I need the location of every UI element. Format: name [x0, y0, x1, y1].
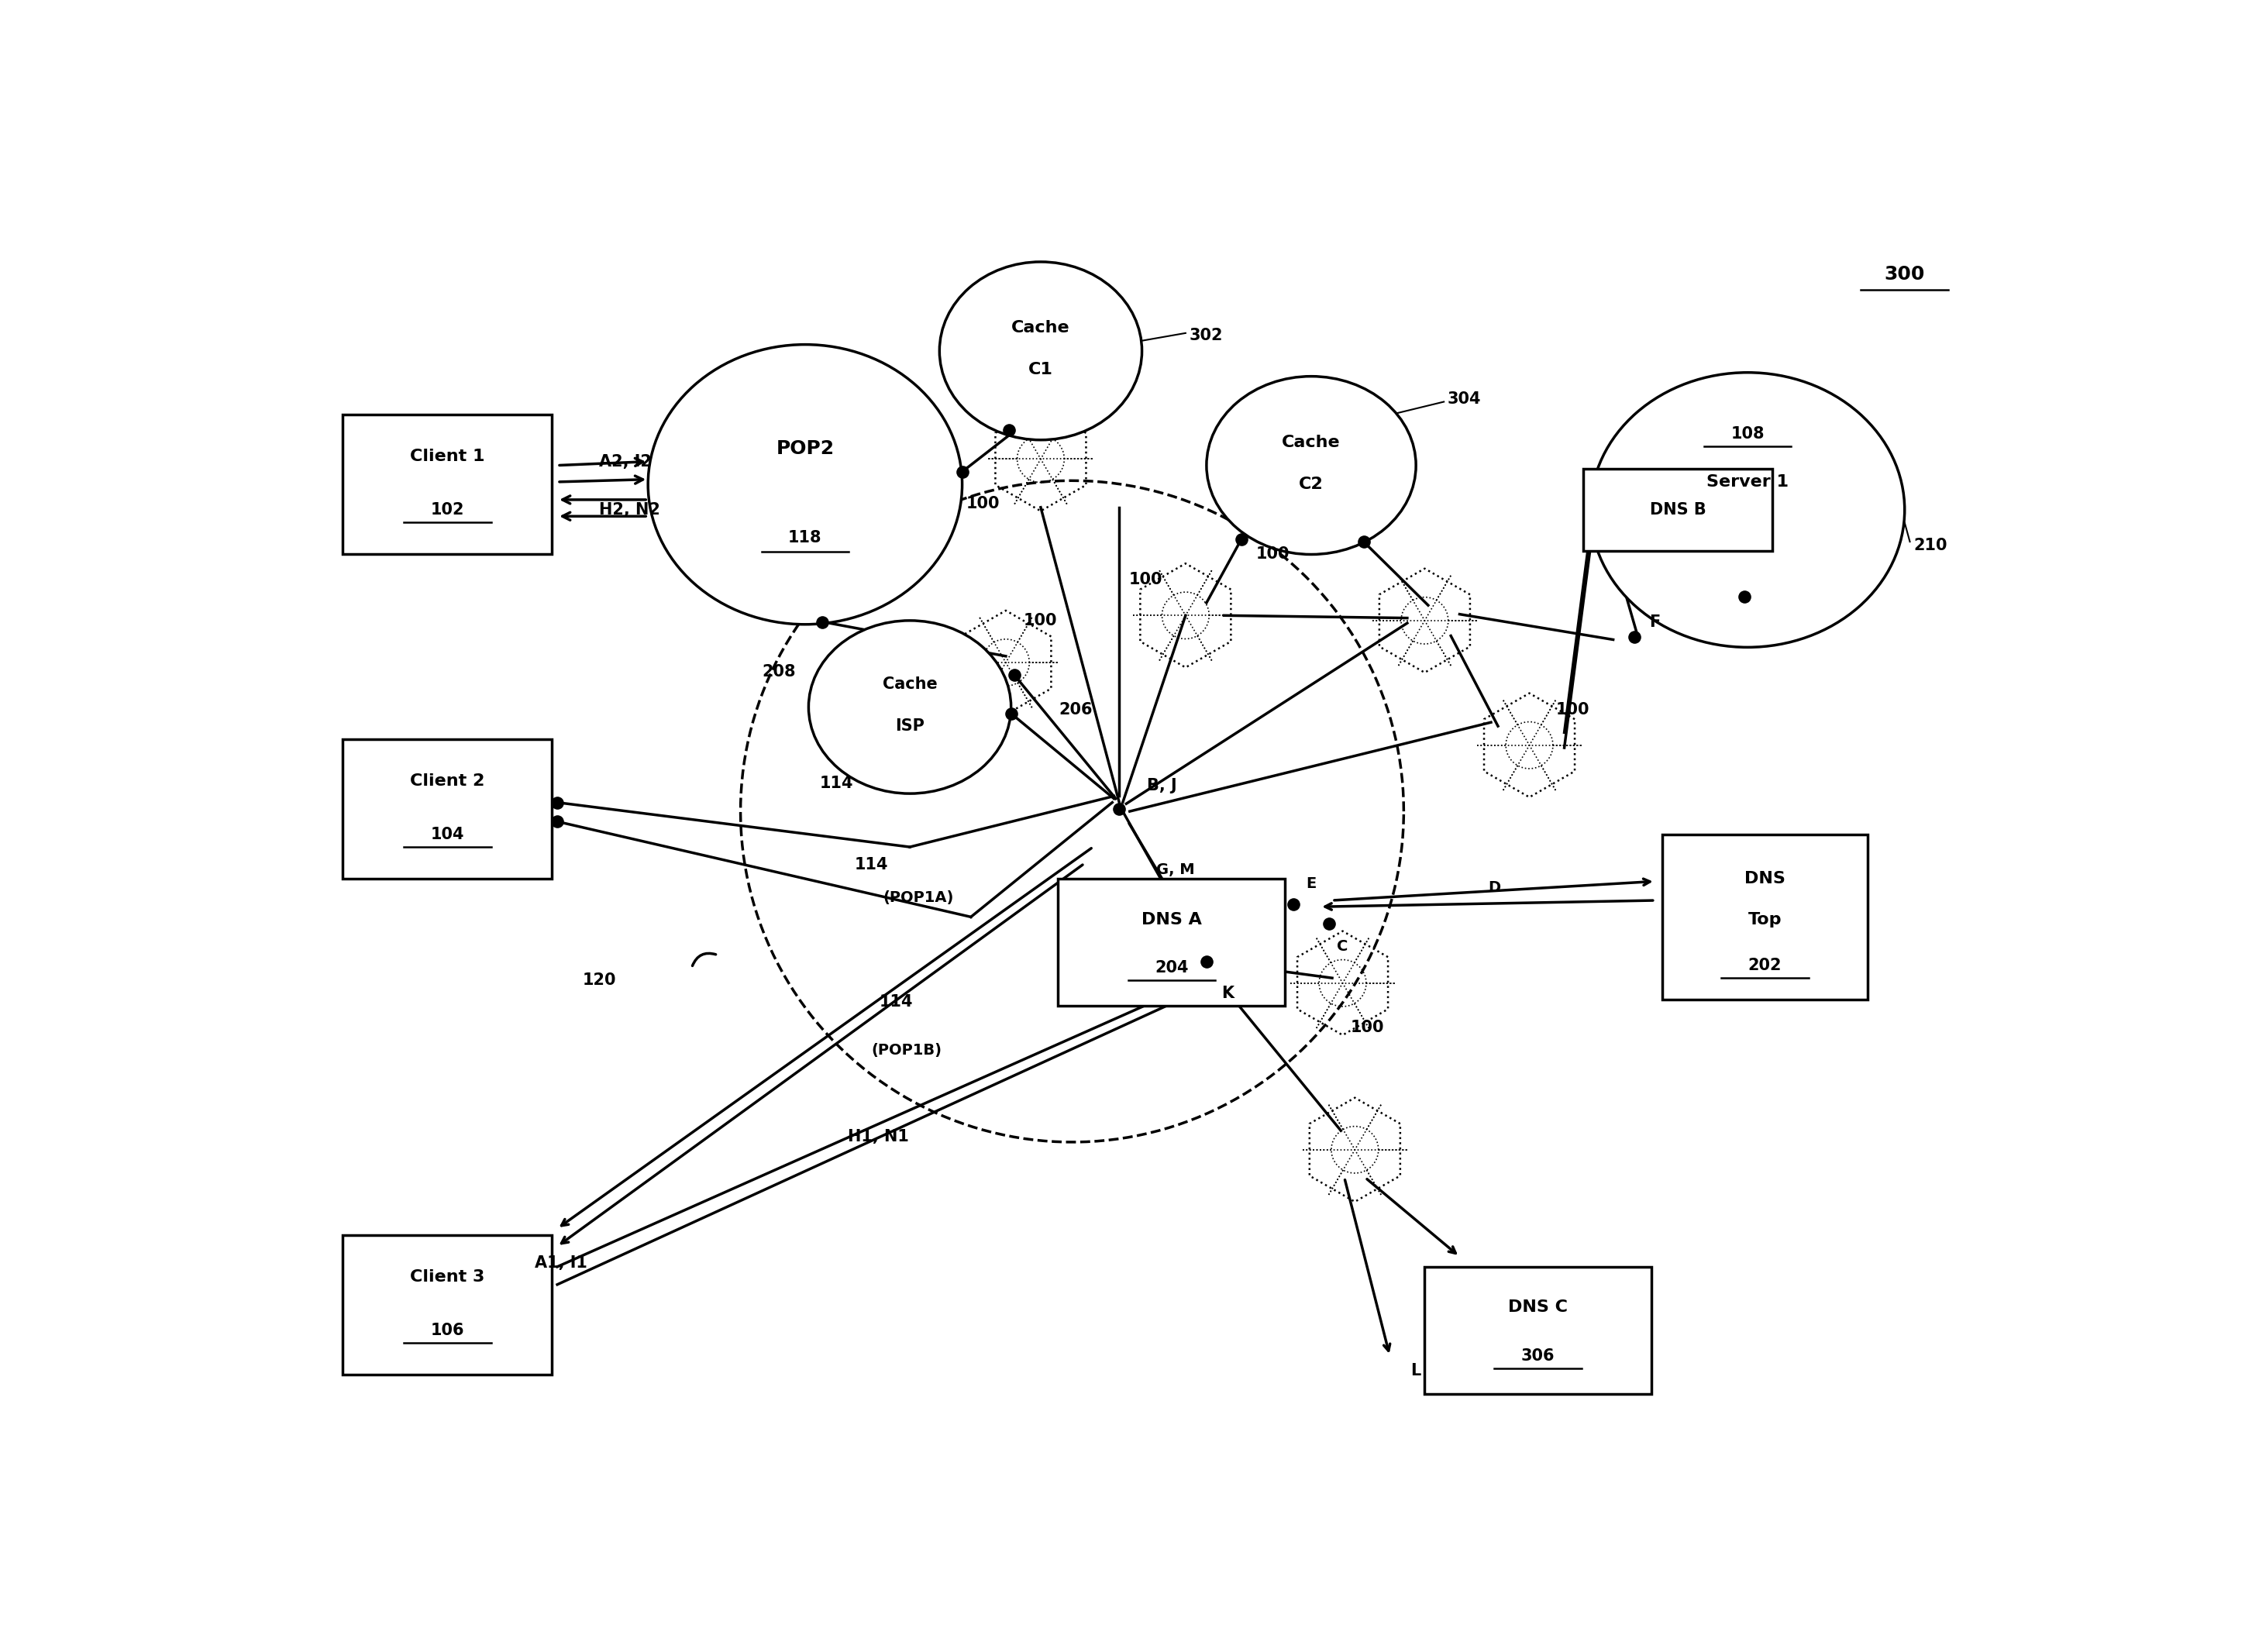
Text: H1, N1: H1, N1: [847, 1130, 910, 1145]
FancyBboxPatch shape: [1662, 834, 1867, 999]
Text: 208: 208: [761, 664, 795, 679]
Text: A1, I1: A1, I1: [534, 1256, 588, 1270]
Text: (POP1A): (POP1A): [883, 890, 955, 905]
Text: 100: 100: [1128, 572, 1162, 588]
Text: 120: 120: [583, 973, 617, 988]
Ellipse shape: [1207, 377, 1417, 555]
Text: K: K: [1221, 986, 1234, 1001]
Point: [1223, 525, 1259, 552]
Point: [538, 790, 574, 816]
Point: [1617, 624, 1653, 651]
Text: Server 1: Server 1: [1707, 474, 1788, 489]
FancyBboxPatch shape: [1583, 469, 1772, 552]
Text: DNS B: DNS B: [1648, 502, 1707, 517]
Text: 104: 104: [430, 826, 464, 843]
Text: 304: 304: [1448, 392, 1482, 406]
Text: 106: 106: [430, 1323, 464, 1338]
Ellipse shape: [939, 261, 1142, 439]
Text: C1: C1: [1029, 362, 1054, 378]
Ellipse shape: [808, 621, 1011, 793]
Text: 108: 108: [1732, 426, 1763, 441]
Point: [804, 608, 840, 634]
Point: [1725, 583, 1761, 610]
Text: 100: 100: [1556, 702, 1590, 717]
Text: 100: 100: [1351, 1019, 1385, 1036]
Point: [538, 808, 574, 834]
Point: [1311, 910, 1347, 937]
Text: Top: Top: [1748, 912, 1781, 927]
Text: 100: 100: [1257, 547, 1290, 562]
Text: DNS C: DNS C: [1509, 1300, 1567, 1315]
Text: D: D: [1489, 881, 1500, 895]
Point: [1275, 890, 1311, 917]
Point: [944, 459, 980, 486]
FancyBboxPatch shape: [342, 1236, 552, 1374]
Text: 302: 302: [1189, 327, 1223, 344]
Ellipse shape: [1590, 372, 1905, 648]
Text: Cache: Cache: [1011, 320, 1070, 335]
Text: DNS A: DNS A: [1142, 912, 1203, 927]
Text: 300: 300: [1885, 266, 1925, 284]
Text: 204: 204: [1155, 960, 1189, 976]
Text: DNS: DNS: [1745, 871, 1786, 887]
Text: A2, I2: A2, I2: [599, 454, 651, 469]
Text: H2, N2: H2, N2: [599, 502, 660, 517]
Text: 114: 114: [878, 995, 912, 1009]
Text: Cache: Cache: [1281, 434, 1340, 451]
Text: 206: 206: [1058, 702, 1092, 717]
Text: 114: 114: [854, 857, 887, 872]
Point: [1189, 948, 1225, 975]
Text: C2: C2: [1299, 477, 1324, 492]
Text: (POP1B): (POP1B): [872, 1042, 941, 1057]
Text: 100: 100: [1025, 613, 1058, 628]
Text: 306: 306: [1522, 1348, 1554, 1363]
Text: E: E: [1306, 877, 1317, 890]
Text: ISP: ISP: [894, 719, 926, 733]
Text: L: L: [1410, 1363, 1421, 1379]
Point: [995, 662, 1031, 689]
Point: [1347, 529, 1383, 555]
Text: C: C: [1338, 938, 1349, 953]
Point: [993, 700, 1029, 727]
Text: Client 2: Client 2: [410, 773, 484, 788]
FancyBboxPatch shape: [342, 415, 552, 555]
Text: 118: 118: [788, 530, 822, 545]
Text: POP2: POP2: [777, 439, 833, 458]
Text: Client 1: Client 1: [410, 449, 484, 464]
Text: F: F: [1648, 615, 1660, 629]
Text: Cache: Cache: [883, 676, 937, 692]
Text: 100: 100: [966, 496, 1000, 510]
Text: 210: 210: [1914, 539, 1948, 553]
Text: 202: 202: [1748, 958, 1781, 973]
Ellipse shape: [649, 345, 962, 624]
Text: 114: 114: [820, 776, 854, 791]
FancyBboxPatch shape: [1426, 1267, 1651, 1394]
Text: 102: 102: [430, 502, 464, 517]
Text: G, M: G, M: [1155, 862, 1194, 877]
Text: B, J: B, J: [1146, 778, 1178, 793]
FancyBboxPatch shape: [342, 738, 552, 879]
Point: [991, 416, 1027, 443]
FancyBboxPatch shape: [1058, 879, 1286, 1006]
Text: Client 3: Client 3: [410, 1269, 484, 1285]
Point: [1101, 796, 1137, 823]
